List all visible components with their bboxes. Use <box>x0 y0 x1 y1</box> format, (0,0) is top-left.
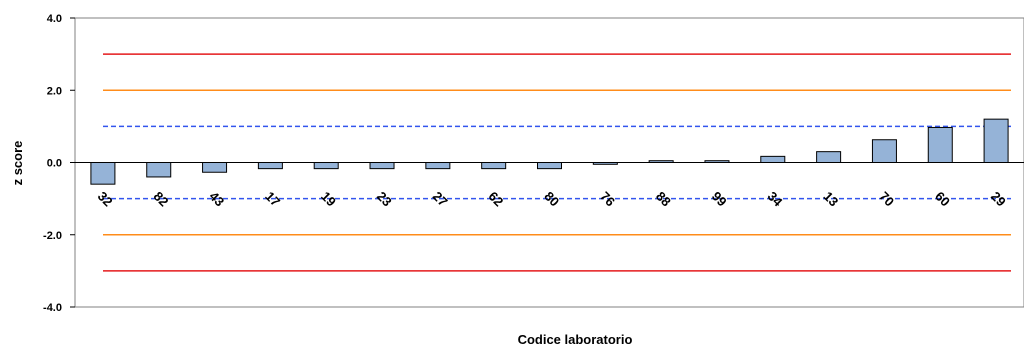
y-tick-label: 2.0 <box>47 85 62 97</box>
bar <box>481 162 507 170</box>
bar <box>202 162 228 173</box>
bar <box>927 126 953 163</box>
y-tick-label: -4.0 <box>43 302 62 314</box>
y-tick-label: 0.0 <box>47 158 62 170</box>
bar <box>257 162 283 170</box>
bar <box>313 162 339 170</box>
bar <box>146 162 172 178</box>
y-tick-label: -2.0 <box>43 230 62 242</box>
bar <box>704 160 730 164</box>
y-axis-title: z score <box>10 141 25 186</box>
bar <box>90 162 116 185</box>
bar <box>537 162 562 170</box>
x-axis-title: Codice laboratorio <box>518 332 633 347</box>
bar <box>648 160 674 164</box>
plot-area: 4.02.00.0-2.0-4.032 82 43 17 19 23 27 62 80 76 88 9… <box>43 13 1024 314</box>
bar <box>816 151 842 164</box>
bar <box>592 162 618 165</box>
bar <box>983 118 1009 163</box>
bar <box>871 139 897 164</box>
bar <box>369 162 395 170</box>
y-tick-label: 4.0 <box>47 13 62 25</box>
bar <box>760 155 786 163</box>
bar <box>425 162 451 170</box>
